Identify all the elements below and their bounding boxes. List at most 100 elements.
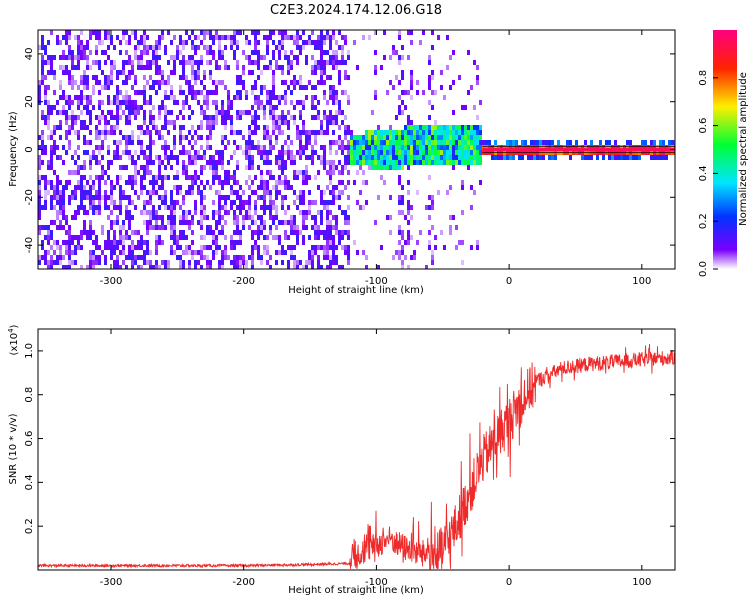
spectrogram-cell: [86, 85, 89, 90]
spectrogram-cell: [440, 70, 443, 75]
spectrogram-cell: [461, 140, 464, 145]
spectrogram-cell: [134, 75, 137, 80]
spectrogram-cell: [131, 240, 134, 245]
spectrogram-cell: [335, 255, 338, 260]
spectrogram-cell: [245, 200, 248, 205]
spectrogram-cell: [50, 195, 53, 200]
spectrogram-cell: [116, 245, 119, 250]
spectrogram-cell: [98, 150, 101, 155]
spectrogram-cell: [392, 140, 395, 145]
spectrogram-cell: [347, 130, 350, 135]
spectrogram-cell: [437, 160, 440, 165]
spectrogram-cell: [56, 175, 59, 180]
spectrogram-cell: [212, 170, 215, 175]
spectrogram-cell: [266, 245, 269, 250]
spectrogram-cell: [269, 265, 272, 269]
spectrogram-cell: [638, 155, 641, 160]
spectrogram-cell: [389, 160, 392, 165]
spectrogram-cell: [539, 140, 542, 145]
spectrogram-cell: [179, 60, 182, 65]
spectrogram-cell: [470, 125, 473, 130]
spectrogram-cell: [68, 50, 71, 55]
spectrogram-cell: [413, 140, 416, 145]
spectrogram-cell: [347, 245, 350, 250]
spectrogram-cell: [152, 45, 155, 50]
spectrogram-cell: [284, 165, 287, 170]
spectrogram-cell: [293, 80, 296, 85]
spectrogram-cell: [266, 45, 269, 50]
spectrogram-cell: [134, 100, 137, 105]
spectrogram-cell: [230, 175, 233, 180]
spectrogram-cell: [113, 205, 116, 210]
spectrogram-cell: [230, 45, 233, 50]
spectrogram-cell: [293, 225, 296, 230]
spectrogram-cell: [314, 135, 317, 140]
spectrogram-cell: [92, 90, 95, 95]
spectrogram-cell: [326, 225, 329, 230]
spectrogram-cell: [83, 185, 86, 190]
spectrogram-cell: [317, 260, 320, 265]
spectrogram-cell: [443, 145, 446, 150]
spectrogram-cell: [290, 185, 293, 190]
spectrogram-cell: [344, 60, 347, 65]
spectrogram-cell: [407, 160, 410, 165]
spectrogram-cell: [290, 115, 293, 120]
spectrogram-cell: [161, 200, 164, 205]
spectrogram-cell: [77, 235, 80, 240]
spectrogram-cell: [125, 140, 128, 145]
spectrogram-cell: [284, 95, 287, 100]
spectrogram-cell: [254, 110, 257, 115]
spectrogram-cell: [173, 225, 176, 230]
spectrogram-cell: [200, 120, 203, 125]
spectrogram-cell: [53, 205, 56, 210]
spectrogram-cell: [314, 60, 317, 65]
spectrogram-cell: [263, 160, 266, 165]
spectrogram-cell: [452, 150, 455, 155]
spectrogram-cell: [77, 100, 80, 105]
spectrogram-cell: [95, 235, 98, 240]
spectrogram-cell: [431, 195, 434, 200]
spectrogram-cell: [449, 155, 452, 160]
spectrogram-cell: [479, 180, 482, 185]
spectrogram-cell: [146, 130, 149, 135]
spectrogram-cell: [671, 140, 674, 145]
spectrogram-cell: [332, 85, 335, 90]
spectrogram-cell: [341, 230, 344, 235]
spectrogram-cell: [59, 85, 62, 90]
spectrogram-cell: [185, 100, 188, 105]
spectrogram-cell: [101, 170, 104, 175]
spectrogram-cell: [551, 140, 554, 145]
spectrogram-cell: [212, 35, 215, 40]
spectrogram-cell: [329, 55, 332, 60]
spectrogram-cell: [329, 115, 332, 120]
spectrogram-cell: [146, 240, 149, 245]
spectrogram-cell: [269, 105, 272, 110]
spectrogram-cell: [50, 130, 53, 135]
spectrogram-cell: [191, 65, 194, 70]
spectrogram-cell: [164, 115, 167, 120]
spectrogram-cell: [164, 45, 167, 50]
spectrogram-cell: [134, 30, 137, 35]
spectrogram-cell: [170, 90, 173, 95]
spectrogram-cell: [197, 45, 200, 50]
spectrogram-cell: [458, 150, 461, 155]
spectrogram-cell: [449, 215, 452, 220]
spectrogram-cell: [266, 250, 269, 255]
spectrogram-cell: [131, 85, 134, 90]
spectrogram-cell: [251, 30, 254, 35]
spectrogram-cell: [191, 135, 194, 140]
spectrogram-cell: [371, 110, 374, 115]
spectrogram-cell: [89, 265, 92, 269]
spectrogram-cell: [71, 80, 74, 85]
spectrogram-cell: [470, 245, 473, 250]
spectrogram-cell: [314, 65, 317, 70]
spectrogram-cell: [197, 60, 200, 65]
spectrogram-cell: [512, 140, 515, 145]
spectrogram-cell: [83, 50, 86, 55]
spectrogram-cell: [347, 55, 350, 60]
spectrogram-cell: [233, 260, 236, 265]
spectrogram-cell: [101, 50, 104, 55]
spectrogram-cell: [161, 195, 164, 200]
spectrogram-cell: [269, 225, 272, 230]
spectrogram-cell: [470, 85, 473, 90]
